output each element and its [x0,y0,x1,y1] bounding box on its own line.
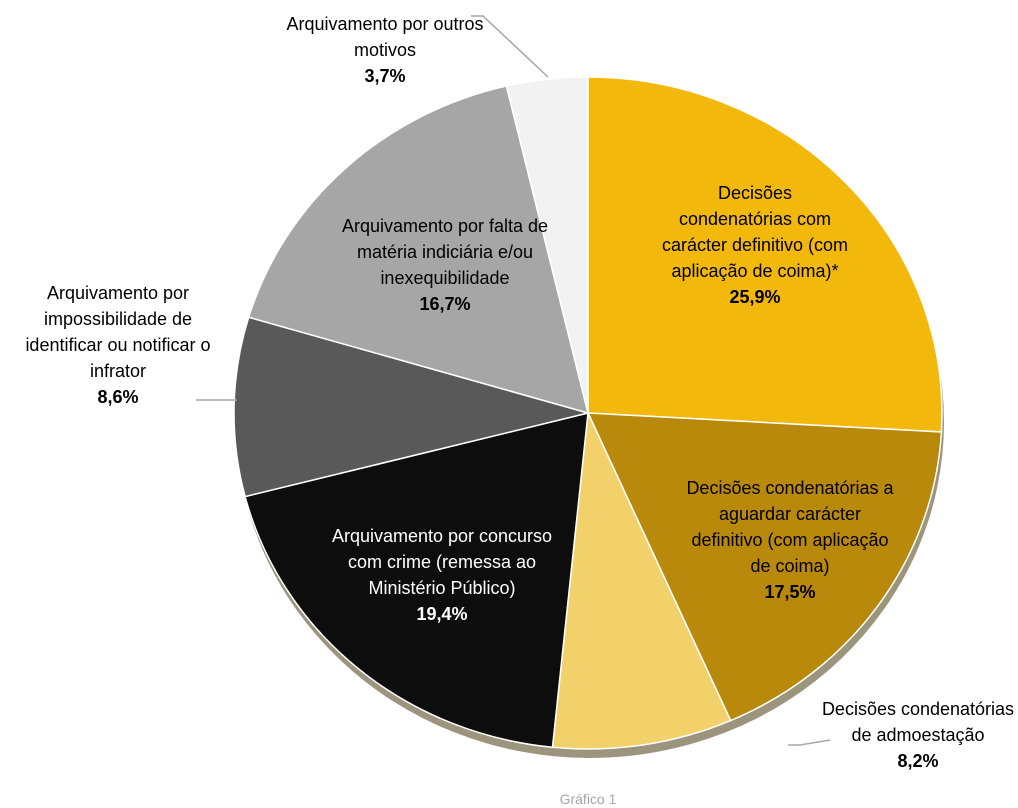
caption: Gráfico 1 [560,791,617,807]
label-box: Decisões condenatórias com carácter defi… [660,145,850,345]
category-label: Arquivamento por impossibilidade de iden… [25,283,211,381]
value-label: 16,7% [419,294,471,314]
slice-label: Decisões condenatórias com carácter defi… [660,145,850,345]
label-box: Decisões condenatórias a aguardar caráct… [685,450,895,630]
pie-slice [586,412,943,722]
slice-label: Arquivamento por outros motivos 3,7% [280,5,490,95]
pie-slice [247,85,590,415]
value-label: 25,9% [729,287,781,307]
slice-label: Decisões condenatórias de admoestação 8,2… [818,675,1018,795]
value-label: 8,6% [97,387,139,407]
category-label: Decisões condenatórias a aguardar caráct… [686,478,894,576]
label-box: Arquivamento por concurso com crime (rem… [317,500,567,650]
category-label: Decisões condenatórias de admoestação [821,699,1015,745]
label-box: Arquivamento por outros motivos 3,7% [280,5,490,95]
category-label: Arquivamento por concurso com crime (rem… [331,526,553,598]
slice-label: Arquivamento por falta de matéria indici… [340,190,550,340]
pie-slice [551,410,732,750]
leader-line [788,739,831,746]
value-label: 8,2% [897,751,939,771]
category-label: Arquivamento por outros motivos [286,14,484,60]
pie-slice [244,412,589,749]
value-label: 3,7% [364,66,406,86]
pie-slice [233,316,591,498]
label-box: Arquivamento por falta de matéria indici… [340,190,550,340]
leader-line [471,15,549,78]
slice-label: Decisões condenatórias a aguardar caráct… [685,450,895,630]
slice-label: Arquivamento por impossibilidade de iden… [6,275,231,415]
label-box: Decisões condenatórias de admoestação 8,2… [818,675,1018,795]
value-label: 17,5% [764,582,816,602]
pie-slice [587,76,943,433]
pie-slice [505,76,589,414]
label-box: Arquivamento por impossibilidade de iden… [6,275,231,415]
category-label: Arquivamento por falta de matéria indici… [341,216,549,288]
slice-label: Arquivamento por concurso com crime (rem… [317,500,567,650]
value-label: 19,4% [416,604,468,624]
category-label: Decisões condenatórias com carácter defi… [661,183,849,281]
